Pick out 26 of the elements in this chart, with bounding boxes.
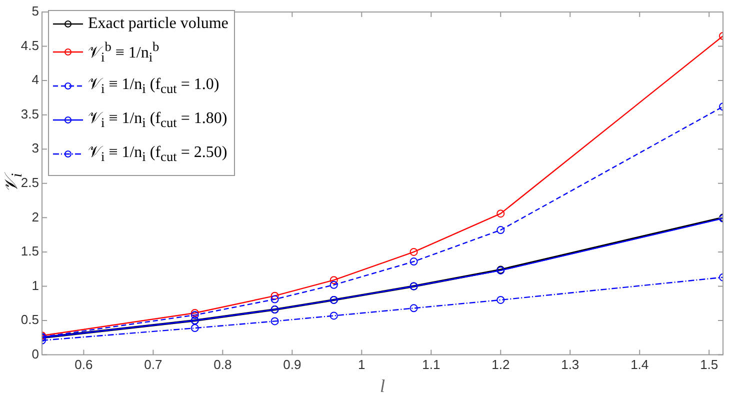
y-tick-label: 1.5 bbox=[20, 244, 39, 259]
legend-label: 𝒱$_{i}$ ≡ 1/n$_{i}$ (f$_{cut}$ = 1.0) bbox=[88, 74, 220, 98]
legend-label: 𝒱$_{i}$ ≡ 1/n$_{i}$ (f$_{cut}$ = 1.80) bbox=[88, 108, 228, 132]
x-tick-label: 1.5 bbox=[700, 357, 718, 372]
x-tick-label: 0.9 bbox=[283, 357, 302, 372]
y-tick-label: 0 bbox=[32, 346, 39, 362]
x-axis-title: l bbox=[380, 376, 386, 396]
x-tick-label: 1.2 bbox=[492, 357, 510, 372]
y-tick-label: 2 bbox=[32, 209, 39, 224]
y-tick-label: 3.5 bbox=[20, 106, 39, 122]
x-tick-label: 1 bbox=[358, 357, 366, 372]
legend-label: Exact particle volume bbox=[88, 15, 228, 33]
x-tick-label: 1.4 bbox=[630, 357, 649, 372]
x-tick-label: 0.8 bbox=[214, 357, 232, 372]
x-tick-label: 1.3 bbox=[561, 357, 580, 372]
y-tick-label: 2.5 bbox=[20, 174, 39, 190]
x-tick-label: 0.6 bbox=[74, 357, 93, 372]
x-tick-label: 0.7 bbox=[144, 357, 162, 372]
legend-label: 𝒱$_{i}$ ≡ 1/n$_{i}$ (f$_{cut}$ = 2.50) bbox=[88, 142, 228, 166]
y-tick-label: 3 bbox=[32, 140, 39, 156]
y-tick-label: 4 bbox=[32, 72, 39, 88]
y-tick-label: 1 bbox=[32, 278, 39, 293]
x-tick-label: 1.1 bbox=[422, 357, 440, 372]
y-tick-label: 5 bbox=[32, 4, 39, 19]
y-tick-label: 4.5 bbox=[20, 38, 39, 53]
y-tick-label: 0.5 bbox=[20, 312, 39, 328]
